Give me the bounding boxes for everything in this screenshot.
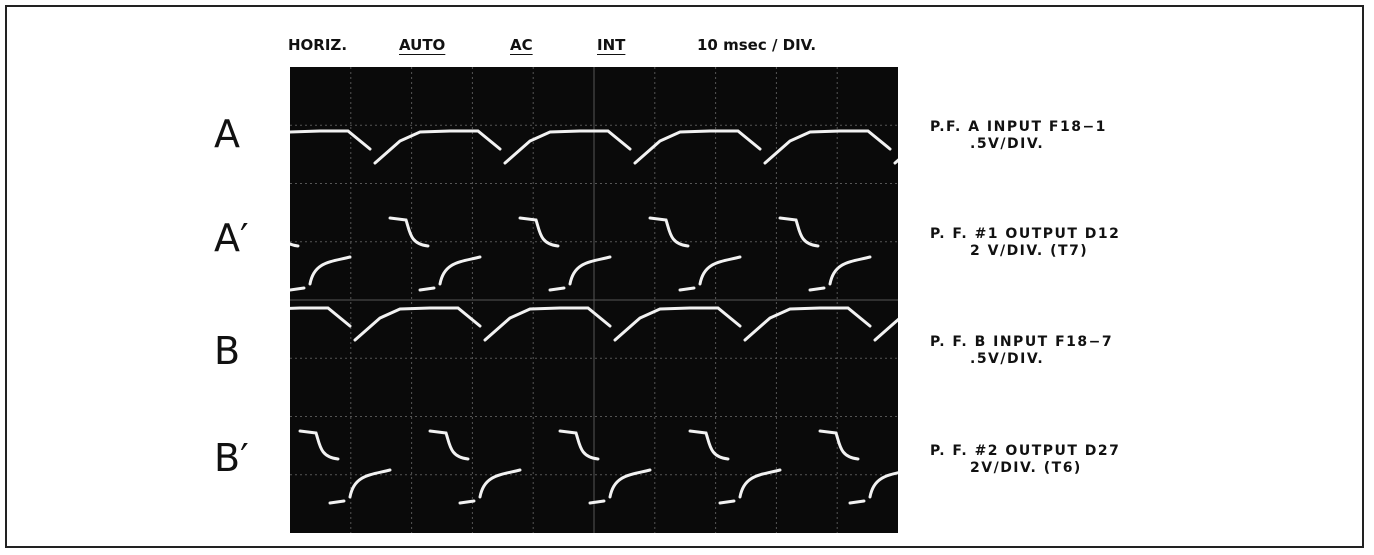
channel-label: A′ xyxy=(214,216,249,260)
desc-line: 2 V/DIV. (T7) xyxy=(930,243,1120,260)
channel-description: P. F. #1 OUTPUT D12 2 V/DIV. (T7) xyxy=(930,226,1120,260)
desc-line: 2V/DIV. (T6) xyxy=(930,460,1120,477)
channel-label: B xyxy=(214,329,240,373)
header-item: 10 msec / DIV. xyxy=(697,36,816,54)
header-item: INT xyxy=(597,36,625,54)
desc-line: P.F. A INPUT F18−1 xyxy=(930,119,1107,136)
channel-label: A xyxy=(214,112,240,156)
desc-line: P. F. B INPUT F18−7 xyxy=(930,334,1113,351)
desc-line: .5V/DIV. xyxy=(930,351,1113,368)
channel-description: P. F. B INPUT F18−7 .5V/DIV. xyxy=(930,334,1113,368)
header-item: HORIZ. xyxy=(288,36,347,54)
scope-screen xyxy=(290,67,898,533)
desc-line: .5V/DIV. xyxy=(930,136,1107,153)
channel-description: P. F. #2 OUTPUT D27 2V/DIV. (T6) xyxy=(930,443,1120,477)
desc-line: P. F. #1 OUTPUT D12 xyxy=(930,226,1120,243)
channel-label: B′ xyxy=(214,436,249,480)
desc-line: P. F. #2 OUTPUT D27 xyxy=(930,443,1120,460)
header-item: AC xyxy=(510,36,533,54)
channel-description: P.F. A INPUT F18−1 .5V/DIV. xyxy=(930,119,1107,153)
figure: HORIZ. AUTO AC INT 10 msec / DIV. A A′ B… xyxy=(0,0,1374,555)
header-item: AUTO xyxy=(399,36,445,54)
